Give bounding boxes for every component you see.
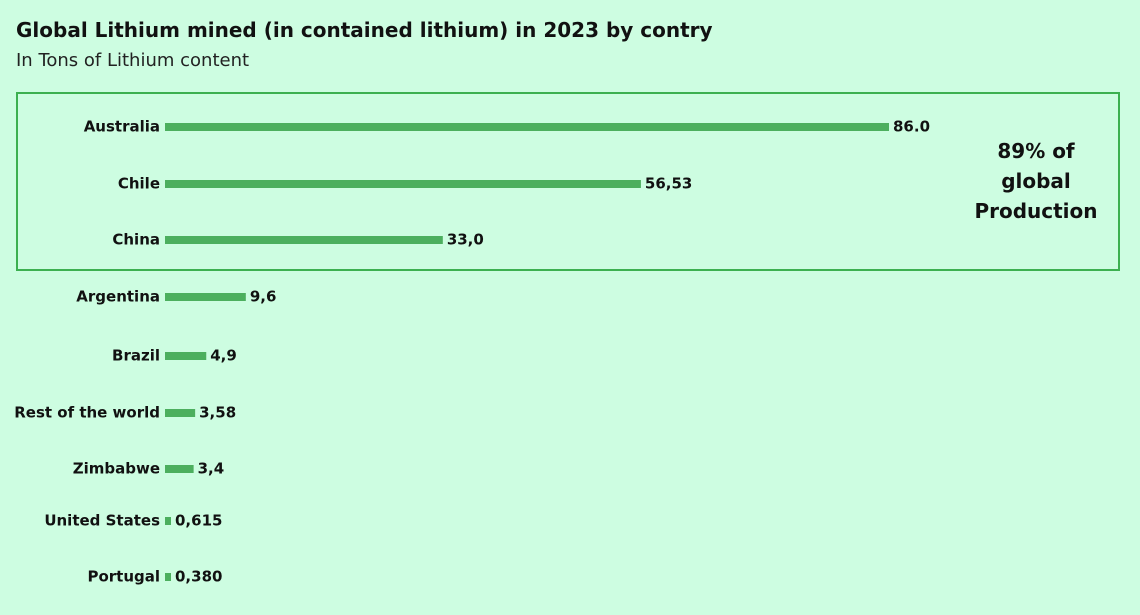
bar [165,236,443,244]
value-label: 3,4 [198,460,225,478]
category-label: Portugal [87,568,160,586]
value-label: 33,0 [447,231,484,249]
bar [165,409,196,417]
bar [165,352,207,360]
annotation: 89% of global Production [974,139,1098,223]
value-label: 9,6 [250,288,277,306]
bar [165,180,641,188]
bar [165,465,194,473]
category-label: Chile [118,175,160,193]
bar [165,293,246,301]
category-label: Argentina [76,288,160,306]
bar [165,573,171,581]
category-label: Rest of the world [14,404,160,422]
category-label: Australia [84,118,160,136]
bar [165,517,171,525]
value-label: 56,53 [645,175,692,193]
category-label: United States [44,512,160,530]
chart-title: Global Lithium mined (in contained lithi… [16,18,713,42]
value-label: 3,58 [199,404,236,422]
chart-subtitle: In Tons of Lithium content [16,50,249,71]
bar [165,123,889,131]
value-label: 0,380 [175,568,222,586]
value-label: 0,615 [175,512,222,530]
value-label: 86.0 [893,118,930,136]
highlight-box [16,92,1120,271]
category-label: Brazil [112,347,160,365]
category-label: China [112,231,160,249]
value-label: 4,9 [210,347,237,365]
category-label: Zimbabwe [73,460,160,478]
